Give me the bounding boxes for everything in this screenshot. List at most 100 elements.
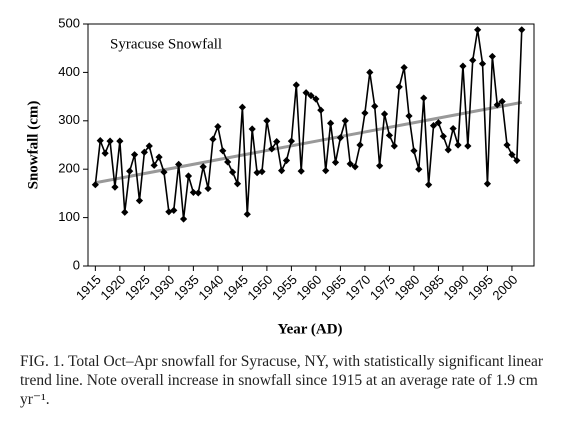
x-tick-label: 1990 <box>440 272 471 303</box>
y-tick-label: 400 <box>58 64 80 79</box>
marker <box>351 163 359 171</box>
y-tick-label: 500 <box>58 15 80 30</box>
y-tick-label: 200 <box>58 161 80 176</box>
marker <box>268 145 276 153</box>
x-axis-label: Year (AD) <box>277 321 342 337</box>
marker <box>336 134 345 142</box>
marker <box>277 167 286 175</box>
x-tick-label: 1965 <box>318 272 349 303</box>
marker <box>179 215 188 223</box>
marker <box>346 160 354 168</box>
marker <box>273 138 281 146</box>
marker <box>307 92 315 100</box>
chart-title: Syracuse Snowfall <box>110 36 222 52</box>
x-tick-label: 1955 <box>269 272 300 303</box>
x-tick-label: 1995 <box>465 272 496 303</box>
x-tick-label: 1960 <box>293 272 324 303</box>
marker <box>297 167 305 175</box>
marker <box>317 106 325 114</box>
x-tick-label: 1975 <box>367 272 398 303</box>
marker <box>439 132 447 140</box>
marker <box>464 142 472 150</box>
marker <box>130 151 139 159</box>
marker <box>331 158 340 167</box>
x-tick-label: 1985 <box>416 272 447 303</box>
marker <box>282 156 291 165</box>
marker <box>194 189 202 197</box>
marker <box>224 158 232 166</box>
marker <box>356 141 364 149</box>
marker <box>292 81 300 89</box>
marker <box>488 52 496 61</box>
x-tick-label: 1970 <box>342 272 373 303</box>
data-line <box>94 29 523 220</box>
marker <box>380 110 389 118</box>
marker <box>518 26 526 34</box>
x-tick-label: 1940 <box>195 272 226 303</box>
marker <box>145 142 153 150</box>
marker <box>434 119 443 127</box>
marker <box>444 146 452 154</box>
marker <box>425 181 433 189</box>
marker <box>199 163 207 171</box>
marker <box>508 151 516 159</box>
marker <box>385 131 394 139</box>
marker <box>170 206 178 214</box>
marker <box>160 168 168 176</box>
marker <box>454 141 462 149</box>
marker <box>135 197 144 205</box>
marker <box>228 168 237 176</box>
marker <box>513 156 521 165</box>
marker <box>429 122 438 130</box>
marker <box>204 184 212 193</box>
marker <box>155 153 163 161</box>
marker <box>243 210 251 218</box>
marker <box>503 141 511 149</box>
marker <box>287 137 295 145</box>
marker <box>116 137 124 145</box>
marker <box>410 147 418 155</box>
marker <box>322 167 330 175</box>
marker <box>111 183 119 191</box>
marker <box>469 56 477 64</box>
marker <box>449 124 457 133</box>
y-axis-label: Snowfall (cm) <box>25 101 41 190</box>
chart: Syracuse Snowfall Year (AD) Snowfall (cm… <box>25 15 535 337</box>
trend-line <box>95 100 523 185</box>
marker <box>400 63 408 72</box>
marker <box>415 165 423 173</box>
marker <box>238 103 246 111</box>
marker <box>263 117 271 125</box>
marker <box>459 62 467 70</box>
x-tick-label: 1950 <box>244 272 275 303</box>
marker <box>184 172 193 180</box>
marker <box>371 102 379 110</box>
x-tick-label: 2000 <box>489 272 520 303</box>
marker <box>405 112 413 120</box>
marker <box>214 123 222 131</box>
marker <box>420 94 428 102</box>
marker <box>395 83 403 91</box>
marker <box>498 97 506 106</box>
marker <box>140 148 148 156</box>
marker <box>175 160 183 168</box>
marker <box>248 125 256 133</box>
marker <box>341 117 349 125</box>
marker <box>376 162 384 170</box>
plot-frame <box>87 23 535 267</box>
marker <box>126 167 134 175</box>
x-tick-label: 1935 <box>171 272 202 303</box>
marker <box>390 142 398 150</box>
marker <box>366 68 374 76</box>
marker <box>493 101 501 109</box>
marker <box>106 137 114 145</box>
marker <box>302 89 310 97</box>
marker <box>483 180 492 188</box>
marker <box>478 60 487 68</box>
marker <box>312 95 320 103</box>
marker <box>189 188 197 197</box>
y-tick-label: 100 <box>58 209 80 224</box>
marker <box>233 180 242 188</box>
x-tick-label: 1930 <box>146 272 177 303</box>
